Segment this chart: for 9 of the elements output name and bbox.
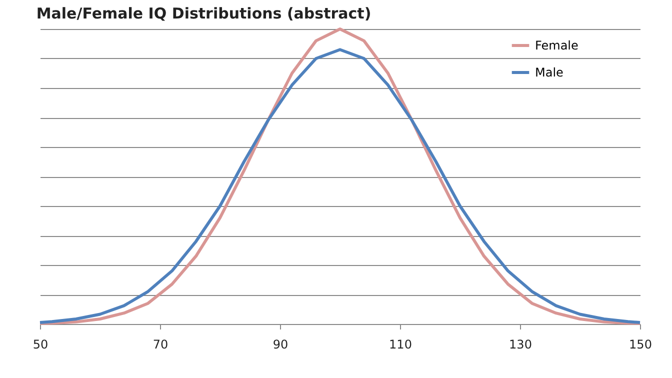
- x-tick-label: 130: [509, 338, 532, 352]
- x-tick-label: 50: [32, 338, 48, 352]
- x-tick-label: 90: [272, 338, 288, 352]
- x-tick-label: 110: [389, 338, 412, 352]
- x-tick-label: 70: [152, 338, 168, 352]
- legend-label: Male: [535, 66, 564, 80]
- x-tick-label: 150: [629, 338, 652, 352]
- legend-label: Female: [535, 38, 578, 52]
- chart-title: Male/Female IQ Distributions (abstract): [36, 4, 372, 22]
